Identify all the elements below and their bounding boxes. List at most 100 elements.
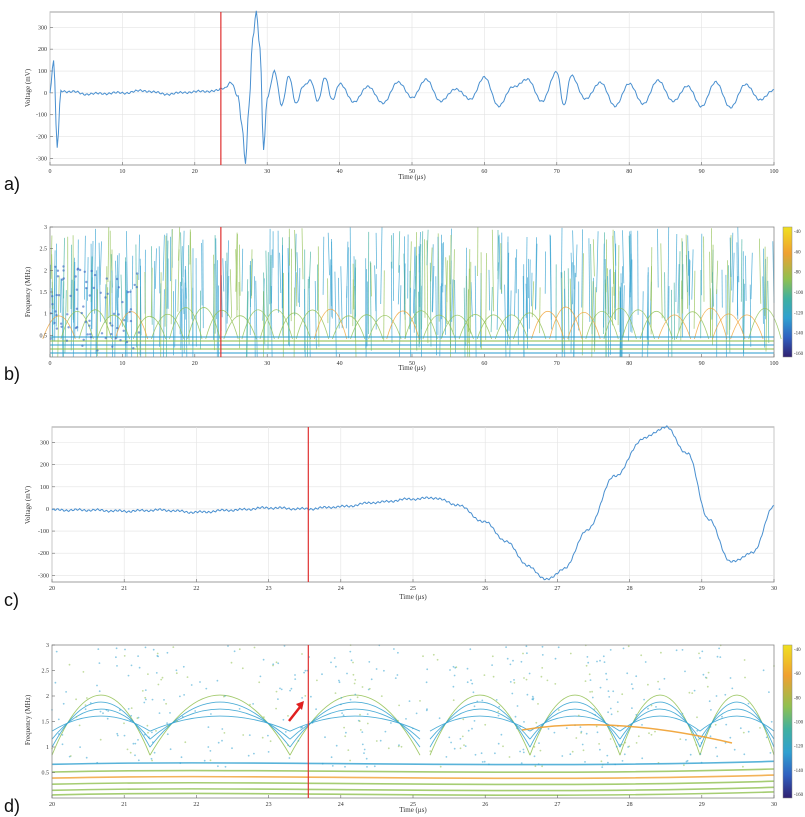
scalogram-streak: [539, 287, 541, 334]
scalogram-speck: [589, 691, 591, 693]
scalogram-streak: [742, 251, 744, 334]
scalogram-streak: [84, 235, 86, 300]
scalogram-streak: [681, 238, 683, 314]
scalogram-speck: [715, 746, 717, 749]
scalogram-speck: [282, 718, 285, 721]
scalogram-arch: [350, 314, 384, 340]
scalogram-speck: [69, 294, 72, 298]
scalogram-speck: [57, 733, 60, 735]
scalogram-speck: [163, 699, 165, 701]
scalogram-speck: [129, 319, 133, 323]
scalogram-texture: [42, 226, 782, 358]
scalogram-speck: [78, 724, 81, 727]
scalogram-speck: [516, 705, 519, 707]
scalogram-speck: [622, 647, 625, 650]
scalogram-speck: [650, 733, 653, 736]
scalogram-speck: [194, 710, 197, 712]
scalogram-streak: [750, 252, 753, 300]
x-tick-label: 20: [49, 586, 55, 592]
colorbar-tick-label: -120: [794, 745, 804, 750]
scalogram-speck: [54, 265, 57, 268]
scalogram-streak: [561, 272, 564, 353]
scalogram-arch: [458, 314, 492, 340]
scalogram-speck: [150, 757, 153, 760]
scalogram-speck: [375, 740, 378, 742]
scalogram-speck: [358, 720, 361, 723]
scalogram-speck: [595, 725, 598, 728]
scalogram-speck: [262, 658, 265, 661]
scalogram-speck: [115, 326, 119, 330]
scalogram-speck: [408, 700, 411, 702]
scalogram-speck: [80, 311, 84, 315]
scalogram-speck: [124, 648, 126, 651]
scalogram-streak: [581, 253, 584, 356]
scalogram-speck: [742, 731, 745, 734]
scalogram-speck: [74, 275, 77, 278]
scalogram-arch: [567, 311, 601, 340]
scalogram-arch: [494, 314, 529, 340]
y-tick-label: 1: [46, 745, 49, 751]
scalogram-speck: [512, 659, 514, 662]
scalogram-speck: [540, 675, 543, 678]
scalogram-speck: [93, 273, 97, 277]
scalogram-speck: [626, 672, 629, 675]
scalogram-speck: [647, 707, 649, 710]
scalogram-speck: [448, 736, 451, 739]
x-tick-label: 27: [554, 802, 560, 808]
scalogram-speck: [275, 707, 277, 710]
x-tick-label: 40: [337, 169, 343, 175]
scalogram-speck: [685, 738, 687, 741]
scalogram-streak: [507, 242, 510, 331]
scalogram-speck: [525, 645, 528, 648]
scalogram-streak: [605, 239, 607, 293]
x-tick-label: 30: [264, 169, 270, 175]
scalogram-speck: [596, 731, 599, 734]
scalogram-speck: [146, 724, 149, 727]
scalogram-speck: [718, 647, 720, 650]
x-tick-label: 0: [49, 361, 52, 367]
scalogram-speck: [75, 288, 79, 291]
scalogram-speck: [263, 716, 265, 718]
scalogram-speck: [491, 655, 494, 658]
scalogram-speck: [526, 693, 529, 696]
x-tick-label: 30: [771, 802, 777, 808]
scalogram-arch: [42, 315, 76, 340]
scalogram-streak: [53, 250, 56, 325]
scalogram-speck: [695, 744, 698, 746]
scalogram-speck: [497, 714, 500, 717]
scalogram-streak: [421, 231, 424, 330]
scalogram-streak: [646, 272, 649, 340]
y-tick-label: 0: [44, 91, 47, 97]
scalogram-speck: [98, 662, 101, 664]
scalogram-streak: [641, 291, 644, 358]
scalogram-streak: [90, 256, 93, 303]
x-tick-label: 25: [410, 586, 416, 592]
scalogram-speck: [199, 681, 201, 683]
scalogram-streak: [124, 290, 128, 358]
scalogram-speck: [509, 681, 512, 683]
scalogram-speck: [473, 720, 476, 722]
scalogram-speck: [134, 754, 136, 757]
x-tick-label: 0: [49, 169, 52, 175]
scalogram-speck: [160, 678, 163, 681]
scalogram-streak: [725, 274, 727, 358]
scalogram-speck: [532, 698, 534, 701]
scalogram-speck: [172, 646, 175, 648]
scalogram-speck: [301, 653, 303, 655]
scalogram-speck: [361, 686, 364, 688]
scalogram-arch: [51, 694, 151, 756]
colorbar: [782, 644, 793, 799]
scalogram-speck: [733, 748, 736, 751]
scalogram-speck: [361, 743, 364, 746]
panel-b-ylabel: Frequency (MHz): [24, 266, 32, 317]
scalogram-speck: [349, 698, 352, 701]
scalogram-speck: [575, 737, 578, 739]
scalogram-speck: [89, 333, 92, 336]
panel-b: 0 10 20 30 40 50 60 70 80 90 100 0.5 1 1.5 2 2.5 3 -40 -6…: [4, 225, 804, 384]
scalogram-band: [51, 791, 775, 796]
scalogram-streak: [628, 275, 631, 342]
scalogram-speck: [65, 339, 69, 342]
colorbar-tick-label: -60: [794, 250, 801, 255]
scalogram-arch: [295, 309, 330, 340]
scalogram-speck: [267, 734, 269, 737]
